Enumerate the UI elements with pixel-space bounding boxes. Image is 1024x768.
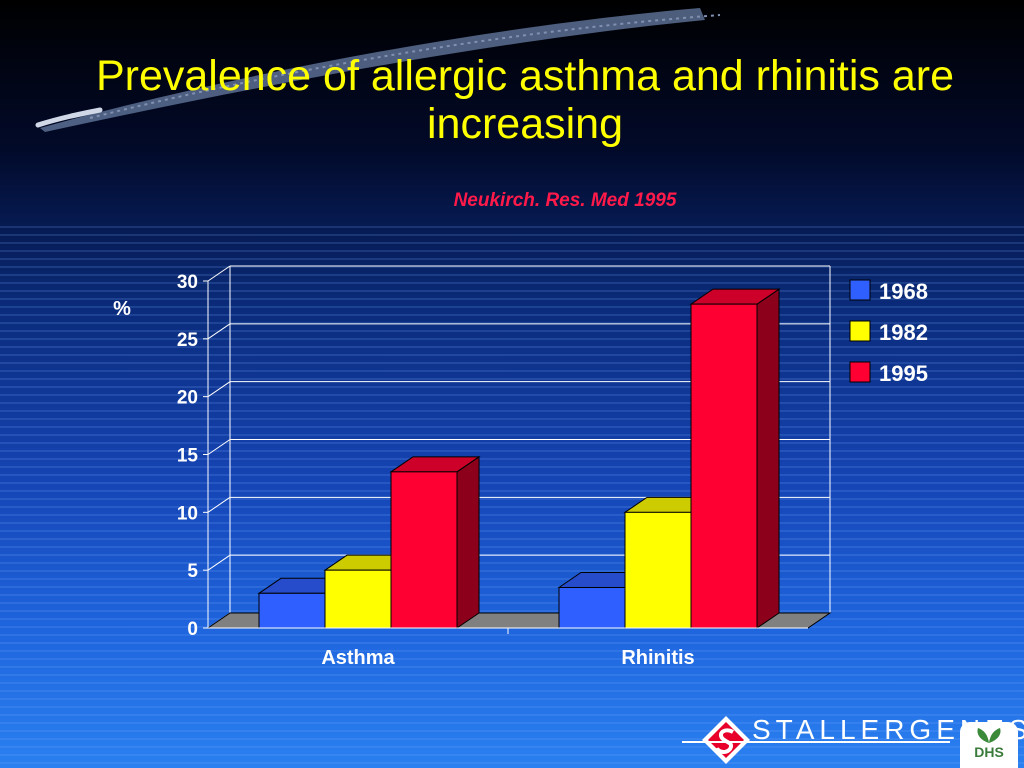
bar-1982-asthma <box>324 569 392 629</box>
bar-side-1995-rhinitis <box>756 288 780 629</box>
gridline-depth <box>207 496 231 513</box>
y-tick-label: 5 <box>187 561 198 582</box>
legend-swatch-1968 <box>849 279 871 301</box>
y-tick-label: 15 <box>177 446 199 467</box>
stallergenes-logo-mark <box>702 716 750 764</box>
y-tick-label: 20 <box>177 388 198 409</box>
y-axis-label: % <box>113 298 131 320</box>
gridline-depth <box>207 265 231 282</box>
bar-1968-asthma <box>258 592 326 629</box>
source-citation: Neukirch. Res. Med 1995 <box>453 190 677 211</box>
x-tick-label: Rhinitis <box>621 647 694 669</box>
y-tick-label: 30 <box>177 272 198 293</box>
bar-1968-rhinitis <box>558 587 626 629</box>
legend-swatch-1982 <box>849 320 871 342</box>
y-tick-label: 0 <box>187 619 198 640</box>
y-tick-label: 25 <box>177 330 199 351</box>
bar-1995-asthma <box>390 471 458 629</box>
leaf-icon <box>977 728 1001 743</box>
x-tick-label: Asthma <box>321 647 395 669</box>
legend-label-1968: 1968 <box>879 279 928 304</box>
legend-swatch-1995 <box>849 361 871 383</box>
gridline-depth <box>207 323 231 340</box>
gridline-depth <box>207 381 231 398</box>
dhs-badge <box>960 722 1018 768</box>
logo-rule <box>682 741 950 743</box>
bar-side-1995-asthma <box>456 455 480 629</box>
bar-1982-rhinitis <box>624 511 692 629</box>
slide-title: Prevalence of allergic asthma and rhinit… <box>95 52 955 148</box>
bar-1995-rhinitis <box>690 303 758 629</box>
legend-label-1982: 1982 <box>879 320 928 345</box>
y-tick-label: 10 <box>177 503 198 524</box>
gridline-depth <box>207 439 231 455</box>
dhs-label: DHS <box>974 744 1004 760</box>
gridline-depth <box>207 554 231 571</box>
legend-label-1995: 1995 <box>879 361 928 386</box>
